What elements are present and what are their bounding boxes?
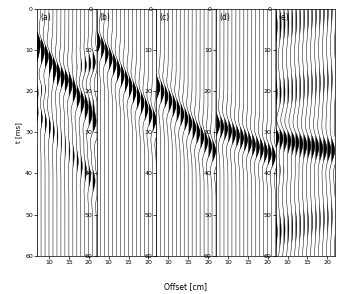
Text: (d): (d) [219, 13, 230, 21]
Text: (b): (b) [100, 13, 111, 21]
Text: (a): (a) [40, 13, 51, 21]
Text: Offset [cm]: Offset [cm] [164, 282, 207, 291]
Text: (e): (e) [279, 13, 289, 21]
Y-axis label: t [ms]: t [ms] [16, 122, 22, 143]
Text: (c): (c) [159, 13, 170, 21]
